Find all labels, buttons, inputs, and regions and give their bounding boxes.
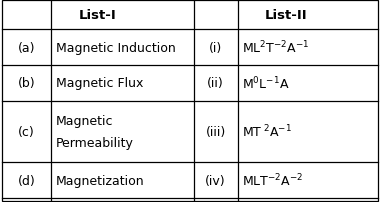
Text: List-II: List-II: [264, 9, 307, 22]
Text: Permeability: Permeability: [56, 136, 134, 149]
Text: Magnetization: Magnetization: [56, 174, 144, 187]
Text: (ii): (ii): [207, 77, 224, 90]
Text: Magnetic Flux: Magnetic Flux: [56, 77, 143, 90]
Text: $\mathrm{ML}^{2}\mathrm{T}^{-2}\mathrm{A}^{-1}$: $\mathrm{ML}^{2}\mathrm{T}^{-2}\mathrm{A…: [242, 40, 310, 56]
Text: (i): (i): [209, 41, 222, 55]
Text: (iv): (iv): [205, 174, 226, 187]
Text: (a): (a): [18, 41, 35, 55]
Text: List-I: List-I: [79, 9, 117, 22]
Text: $\mathrm{M}^{0}\mathrm{L}^{-1}\mathrm{A}$: $\mathrm{M}^{0}\mathrm{L}^{-1}\mathrm{A}…: [242, 75, 290, 92]
Text: $\mathrm{MT}^{\ 2}\mathrm{A}^{-1}$: $\mathrm{MT}^{\ 2}\mathrm{A}^{-1}$: [242, 124, 292, 140]
Text: (d): (d): [18, 174, 35, 187]
Text: (iii): (iii): [206, 125, 226, 138]
Text: (b): (b): [18, 77, 35, 90]
Text: $\mathrm{MLT}^{-2}\mathrm{A}^{-2}$: $\mathrm{MLT}^{-2}\mathrm{A}^{-2}$: [242, 172, 304, 188]
Text: (c): (c): [18, 125, 35, 138]
Text: Magnetic: Magnetic: [56, 114, 113, 127]
Text: Magnetic Induction: Magnetic Induction: [56, 41, 176, 55]
